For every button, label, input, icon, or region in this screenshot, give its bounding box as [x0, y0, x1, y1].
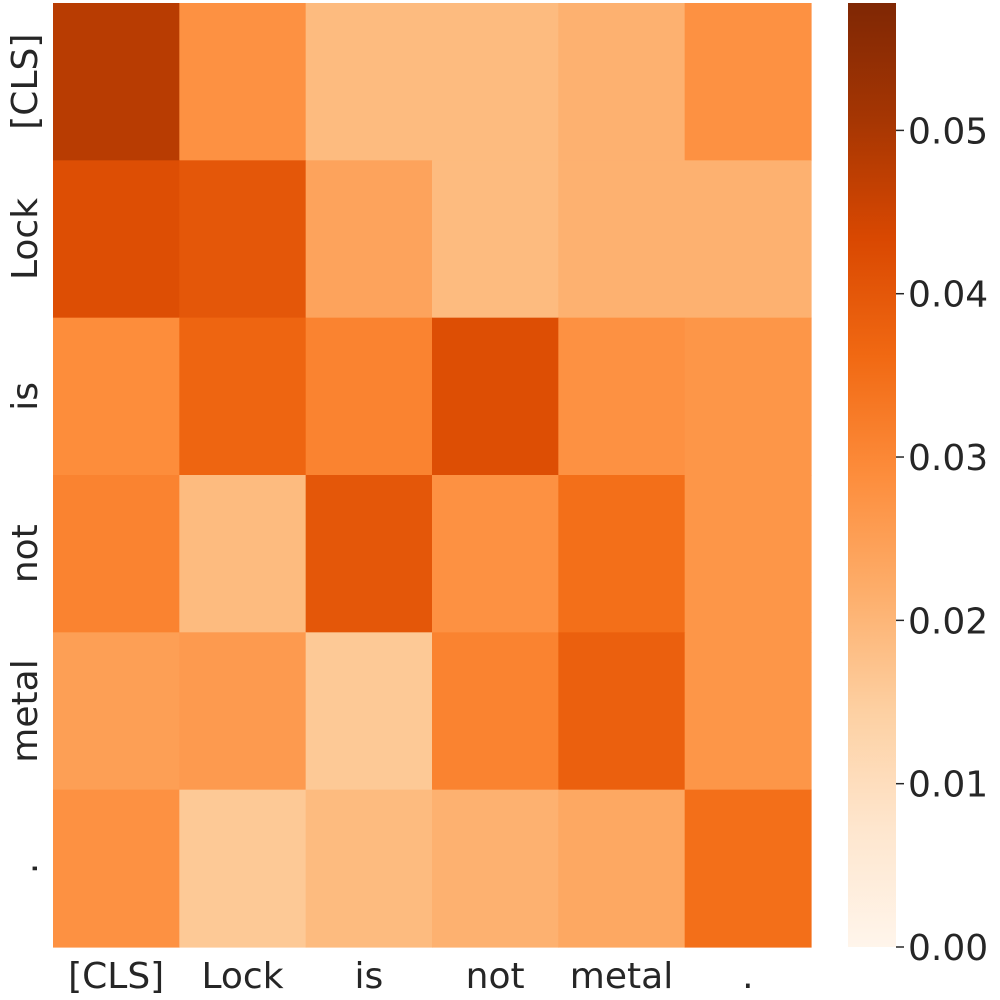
heatmap-cell-3-0 — [53, 475, 180, 633]
heatmap-cell-3-5 — [684, 475, 812, 633]
y-tick-label: not — [5, 524, 46, 583]
heatmap-cell-4-3 — [432, 632, 559, 791]
heatmap-cell-0-1 — [179, 3, 307, 161]
heatmap-cells — [53, 3, 812, 948]
heatmap-cell-5-5 — [684, 789, 812, 948]
y-tick-label: metal — [5, 659, 46, 762]
x-tick-label: metal — [570, 956, 673, 997]
heatmap-cell-5-3 — [432, 789, 559, 948]
y-tick-label: Lock — [5, 198, 46, 280]
heatmap-cell-2-3 — [432, 317, 559, 476]
heatmap-cell-0-2 — [305, 3, 433, 161]
x-tick-label: . — [742, 956, 753, 997]
heatmap-cell-3-4 — [558, 475, 686, 633]
heatmap-cell-3-3 — [432, 475, 559, 633]
x-tick-label: Lock — [201, 956, 283, 997]
heatmap-cell-5-2 — [305, 789, 433, 948]
y-tick-label: [CLS] — [5, 34, 46, 130]
heatmap-cell-4-4 — [558, 632, 686, 791]
colorbar-tick-label: 0.01 — [908, 765, 988, 806]
x-tick-label: is — [354, 956, 383, 997]
y-tick-label: is — [5, 382, 46, 411]
x-tick-label: not — [466, 956, 525, 997]
heatmap-cell-3-2 — [305, 475, 433, 633]
heatmap-cell-2-2 — [305, 317, 433, 476]
heatmap-cell-0-0 — [53, 3, 180, 161]
y-tick-label: . — [5, 863, 46, 874]
heatmap-cell-1-0 — [53, 160, 180, 319]
heatmap-cell-4-0 — [53, 632, 180, 791]
colorbar: 0.00 0.01 0.02 0.03 0.04 0.05 — [848, 3, 988, 969]
y-axis-tick-labels: [CLS] Lock is not metal. — [5, 34, 46, 874]
colorbar-gradient — [848, 3, 896, 947]
heatmap-cell-5-4 — [558, 789, 686, 948]
heatmap-cell-3-1 — [179, 475, 307, 633]
colorbar-tick-label: 0.00 — [908, 928, 988, 969]
heatmap-cell-5-1 — [179, 789, 307, 948]
heatmap-cell-2-1 — [179, 317, 307, 476]
heatmap-cell-1-2 — [305, 160, 433, 319]
colorbar-tick-label: 0.03 — [908, 438, 988, 479]
heatmap-cell-1-4 — [558, 160, 686, 319]
heatmap-cell-1-3 — [432, 160, 559, 319]
colorbar-tick-label: 0.04 — [908, 275, 988, 316]
heatmap-cell-4-5 — [684, 632, 812, 791]
x-tick-label: [CLS] — [68, 956, 164, 997]
heatmap-cell-2-0 — [53, 317, 180, 476]
heatmap-cell-2-4 — [558, 317, 686, 476]
colorbar-tick-label: 0.02 — [908, 601, 988, 642]
heatmap-cell-4-2 — [305, 632, 433, 791]
heatmap-cell-4-1 — [179, 632, 307, 791]
x-axis-tick-labels: [CLS] Lock is not metal. — [68, 956, 753, 997]
heatmap-cell-0-4 — [558, 3, 686, 161]
colorbar-tick-label: 0.05 — [908, 111, 988, 152]
heatmap-cell-0-5 — [684, 3, 812, 161]
heatmap-cell-5-0 — [53, 789, 180, 948]
heatmap-cell-1-1 — [179, 160, 307, 319]
heatmap-cell-0-3 — [432, 3, 559, 161]
heatmap-cell-1-5 — [684, 160, 812, 319]
heatmap-cell-2-5 — [684, 317, 812, 476]
